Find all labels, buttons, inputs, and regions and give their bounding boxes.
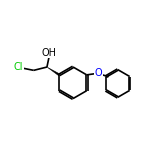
Text: Cl: Cl	[14, 62, 23, 72]
Text: O: O	[94, 68, 102, 78]
Polygon shape	[47, 67, 60, 76]
Text: OH: OH	[42, 48, 57, 58]
